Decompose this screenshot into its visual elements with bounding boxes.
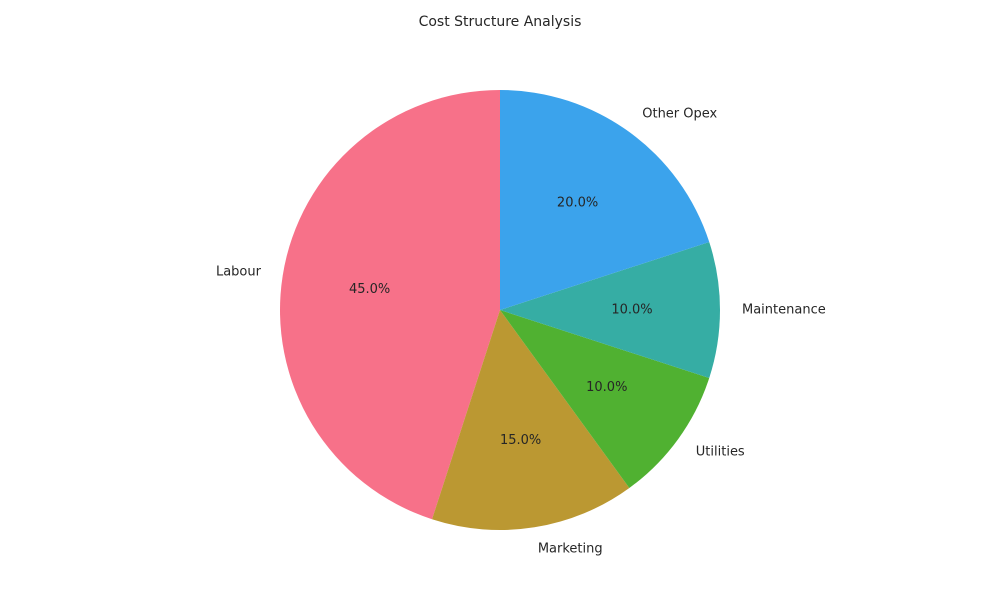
pie-slice-maintenance xyxy=(500,242,721,378)
pie-slice-other-opex xyxy=(500,90,710,310)
slice-label-maintenance: Maintenance xyxy=(742,303,826,318)
pie-labels: Labour 45.0% Marketing 15.0% Utilities 10.0% M… xyxy=(216,107,826,557)
pie-slice-labour xyxy=(280,90,500,520)
pie-slice-utilities xyxy=(500,310,710,488)
percent-label-maintenance: 10.0% xyxy=(611,303,652,318)
slice-label-utilities: Utilities xyxy=(696,445,745,460)
slice-label-other-opex: Other Opex xyxy=(642,107,717,122)
slice-label-labour: Labour xyxy=(216,265,262,280)
pie-slice-marketing xyxy=(432,310,630,530)
percent-label-marketing: 15.0% xyxy=(500,433,541,448)
slice-label-marketing: Marketing xyxy=(538,542,603,557)
chart-title: Cost Structure Analysis xyxy=(419,14,582,30)
percent-label-labour: 45.0% xyxy=(349,282,390,297)
pie-slices xyxy=(280,90,721,530)
percent-label-utilities: 10.0% xyxy=(586,380,627,395)
percent-label-other-opex: 20.0% xyxy=(557,196,598,211)
